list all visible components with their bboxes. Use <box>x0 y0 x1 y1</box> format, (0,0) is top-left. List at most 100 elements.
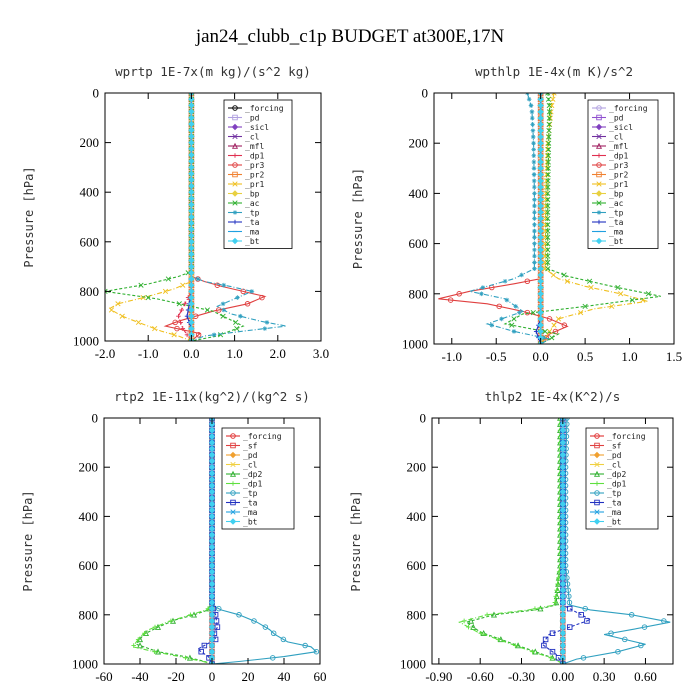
data-point <box>208 642 216 649</box>
legend-marker <box>230 481 236 486</box>
data-point <box>119 313 125 319</box>
data-point <box>456 291 462 297</box>
data-point <box>519 272 524 278</box>
legend: _forcing_pd_sicl_cl_mfl_dp1_pr3_pr2_pr1_… <box>587 99 659 249</box>
data-point <box>546 134 552 140</box>
legend-entry: _dp2 <box>243 470 262 479</box>
data-point <box>108 307 115 313</box>
data-point <box>553 594 559 599</box>
data-point <box>545 209 551 215</box>
data-point <box>208 433 216 440</box>
data-point <box>208 525 216 532</box>
x-tick-label: 3.0 <box>313 346 329 361</box>
y-tick-label: 400 <box>80 185 100 200</box>
legend-marker <box>594 509 600 515</box>
data-point <box>545 146 552 153</box>
x-tick-label: 0.0 <box>183 346 199 361</box>
y-tick-label: 1000 <box>402 337 428 352</box>
legend-entry: _tp <box>245 209 260 218</box>
data-point <box>545 240 551 247</box>
legend-entry: _cl <box>607 461 622 470</box>
data-point <box>546 121 552 127</box>
data-point <box>537 171 544 178</box>
data-point <box>238 313 243 319</box>
plot-frame <box>431 417 674 665</box>
data-point <box>526 96 532 102</box>
data-point <box>546 140 552 146</box>
data-point <box>559 636 567 643</box>
data-point <box>537 215 544 222</box>
legend-marker <box>594 442 600 449</box>
data-point <box>532 253 537 259</box>
data-point <box>208 463 216 471</box>
data-point <box>532 184 537 190</box>
data-point <box>524 278 531 285</box>
legend-entry: _sicl <box>609 123 633 132</box>
legend-entry: _bp <box>245 190 260 199</box>
data-point <box>214 282 221 288</box>
x-tick-label: 1.5 <box>666 349 682 364</box>
data-point <box>280 636 287 643</box>
data-point <box>208 507 216 514</box>
x-tick-label: 0.60 <box>634 669 657 684</box>
legend-entry: _dp2 <box>607 470 626 479</box>
legend-marker <box>596 200 602 206</box>
data-point <box>531 147 536 152</box>
legend-entry: _cl <box>245 133 260 142</box>
data-point <box>566 593 572 600</box>
plot-frame <box>433 92 675 345</box>
legend-entry: _sf <box>607 442 622 451</box>
data-point <box>233 319 239 326</box>
data-point <box>545 178 551 184</box>
data-point <box>537 271 544 279</box>
data-point <box>249 289 255 294</box>
data-point <box>188 157 195 165</box>
data-point <box>188 114 195 122</box>
data-point <box>188 207 195 215</box>
data-point <box>176 301 182 307</box>
legend-marker <box>594 490 600 496</box>
data-point <box>537 315 544 323</box>
data-point <box>559 439 567 446</box>
data-point <box>511 329 517 334</box>
legend-marker <box>229 470 237 477</box>
data-point <box>549 335 555 341</box>
legend-marker <box>596 153 602 158</box>
data-point <box>537 177 544 185</box>
data-point <box>188 139 195 146</box>
data-point <box>208 568 216 575</box>
data-point <box>530 134 536 140</box>
x-tick-label: 0.00 <box>551 669 574 684</box>
data-point <box>537 165 544 172</box>
data-point <box>188 164 195 171</box>
data-point <box>188 95 195 103</box>
legend-marker <box>232 171 238 178</box>
data-point <box>188 263 195 270</box>
data-point <box>208 586 216 594</box>
data-point <box>559 427 567 434</box>
series-line-dp2 <box>465 418 564 664</box>
data-point <box>208 574 216 582</box>
data-point <box>517 310 522 315</box>
data-point <box>537 321 544 329</box>
data-point <box>188 201 195 208</box>
legend-entry: _tp <box>243 489 258 498</box>
legend-marker <box>596 162 602 168</box>
legend-entry: _bp <box>609 190 624 199</box>
legend-entry: _bt <box>243 518 258 527</box>
data-point <box>188 170 195 177</box>
data-point <box>559 525 567 532</box>
series-group <box>131 418 320 664</box>
data-point <box>531 159 537 165</box>
data-point <box>168 618 174 624</box>
data-point <box>236 612 242 618</box>
chart-panel-3: rtp2 1E-11x(kg^2)/(kg^2 s) Pressure [hPa]… <box>21 389 327 684</box>
data-point <box>466 624 471 630</box>
legend-entry: _pr3 <box>609 161 628 170</box>
data-point <box>188 145 195 153</box>
y-tick-label: 800 <box>79 607 99 622</box>
legend-entry: _pd <box>245 114 260 123</box>
legend-entry: _cl <box>609 133 624 142</box>
data-point <box>221 307 227 313</box>
data-point <box>618 291 624 297</box>
